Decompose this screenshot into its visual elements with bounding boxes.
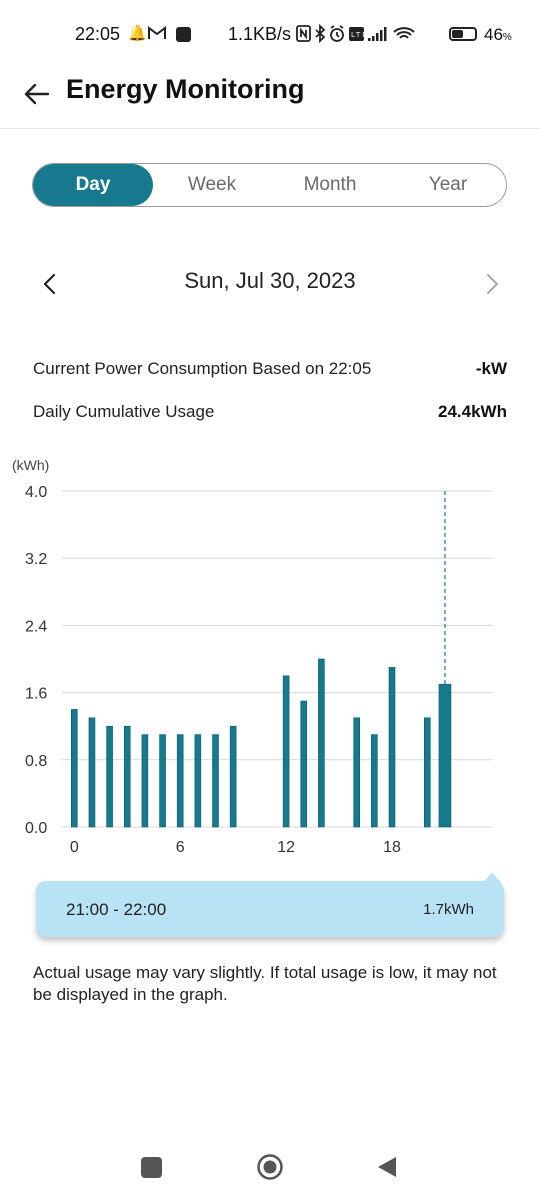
status-time: 22:05: [75, 24, 121, 44]
usage-disclaimer: Actual usage may vary slightly. If total…: [33, 963, 497, 1004]
gmail-icon: [148, 26, 166, 45]
nfc-icon: [296, 25, 311, 42]
svg-text:LTE: LTE: [351, 31, 369, 39]
tooltip-value: 1.7kWh: [423, 901, 474, 918]
usage-bar-chart: (kWh) 4.0 3.2 2.4 1.6 0.8 0.0 0 6 12 18: [12, 457, 493, 856]
tab-day[interactable]: Day: [33, 164, 153, 206]
x-tick-label: 18: [383, 839, 401, 856]
bar-hour-0: [71, 709, 78, 828]
chevron-left-icon: [43, 273, 56, 295]
chevron-right-icon: [487, 274, 498, 294]
app-header: Energy Monitoring: [0, 70, 540, 129]
bar-hour-12: [282, 675, 290, 828]
current-date: Sun, Jul 30, 2023: [184, 268, 356, 293]
bar-hour-7: [194, 734, 202, 828]
triangle-back-icon: [378, 1157, 396, 1177]
recent-apps-button[interactable]: [141, 1157, 162, 1178]
bar-hour-17: [371, 734, 378, 828]
bar-hour-5: [159, 734, 166, 828]
bar-hour-3: [123, 725, 131, 828]
battery-icon: [449, 27, 477, 41]
bar-hour-1: [88, 717, 96, 828]
home-circle-icon: [257, 1154, 283, 1180]
bar-hour-8: [212, 734, 219, 828]
bar-hour-4: [141, 734, 149, 828]
y-tick-label: 0.8: [25, 753, 47, 770]
bar-hour-6: [176, 734, 184, 828]
y-tick-label: 4.0: [25, 484, 47, 501]
status-bar: 22:05 🔔 1.1KB/s LTE 46%: [0, 0, 540, 70]
bell-icon: 🔔: [128, 25, 147, 42]
y-axis-unit-label: (kWh): [12, 457, 49, 473]
current-consumption-label: Current Power Consumption Based on 22:05: [33, 359, 372, 378]
arrow-left-icon: [24, 83, 50, 105]
daily-usage-value: 24.4kWh: [438, 402, 507, 421]
bar-hour-16: [353, 717, 361, 828]
current-consumption-value: -kW: [475, 359, 507, 378]
next-day-button[interactable]: [480, 270, 504, 298]
bluetooth-icon: [315, 23, 326, 44]
x-tick-label: 0: [70, 839, 79, 856]
bar-hour-18: [388, 667, 396, 828]
bar-hour-20: [423, 717, 431, 828]
bar-hour-14: [318, 658, 325, 828]
signal-icon: [368, 27, 387, 41]
tooltip-time-range: 21:00 - 22:00: [66, 900, 167, 919]
app-square-icon: [176, 27, 191, 42]
bar-selected-hour-21: [438, 683, 452, 828]
battery-level: 46%: [484, 25, 512, 44]
tab-year[interactable]: Year: [428, 174, 468, 195]
y-tick-label: 0.0: [25, 820, 47, 837]
system-back-button[interactable]: [376, 1155, 398, 1179]
x-tick-label: 12: [277, 839, 295, 856]
usage-tooltip: 21:00 - 22:00 1.7kWh: [36, 881, 504, 937]
x-tick-label: 6: [176, 839, 185, 856]
y-tick-label: 3.2: [25, 551, 47, 568]
back-button[interactable]: [22, 78, 54, 110]
bar-hour-9: [229, 725, 237, 828]
volte-icon: LTE: [349, 27, 369, 41]
usage-chart[interactable]: (kWh) 4.0 3.2 2.4 1.6 0.8 0.0 0 6 12 18: [0, 450, 540, 870]
wifi-icon: [393, 27, 415, 39]
bar-hour-13: [300, 700, 308, 828]
home-button[interactable]: [256, 1153, 284, 1181]
alarm-icon: [330, 25, 344, 42]
tab-week[interactable]: Week: [187, 174, 237, 195]
network-speed: 1.1KB/s: [228, 24, 292, 44]
tab-month[interactable]: Month: [303, 174, 357, 195]
previous-day-button[interactable]: [38, 270, 62, 298]
y-tick-label: 2.4: [25, 618, 47, 635]
period-selector: Day Week Month Year: [32, 163, 507, 207]
daily-usage-label: Daily Cumulative Usage: [33, 402, 215, 421]
status-icons: LTE: [296, 23, 444, 48]
bar-hour-2: [106, 725, 113, 828]
page-title: Energy Monitoring: [66, 74, 305, 104]
y-tick-label: 1.6: [25, 686, 47, 703]
